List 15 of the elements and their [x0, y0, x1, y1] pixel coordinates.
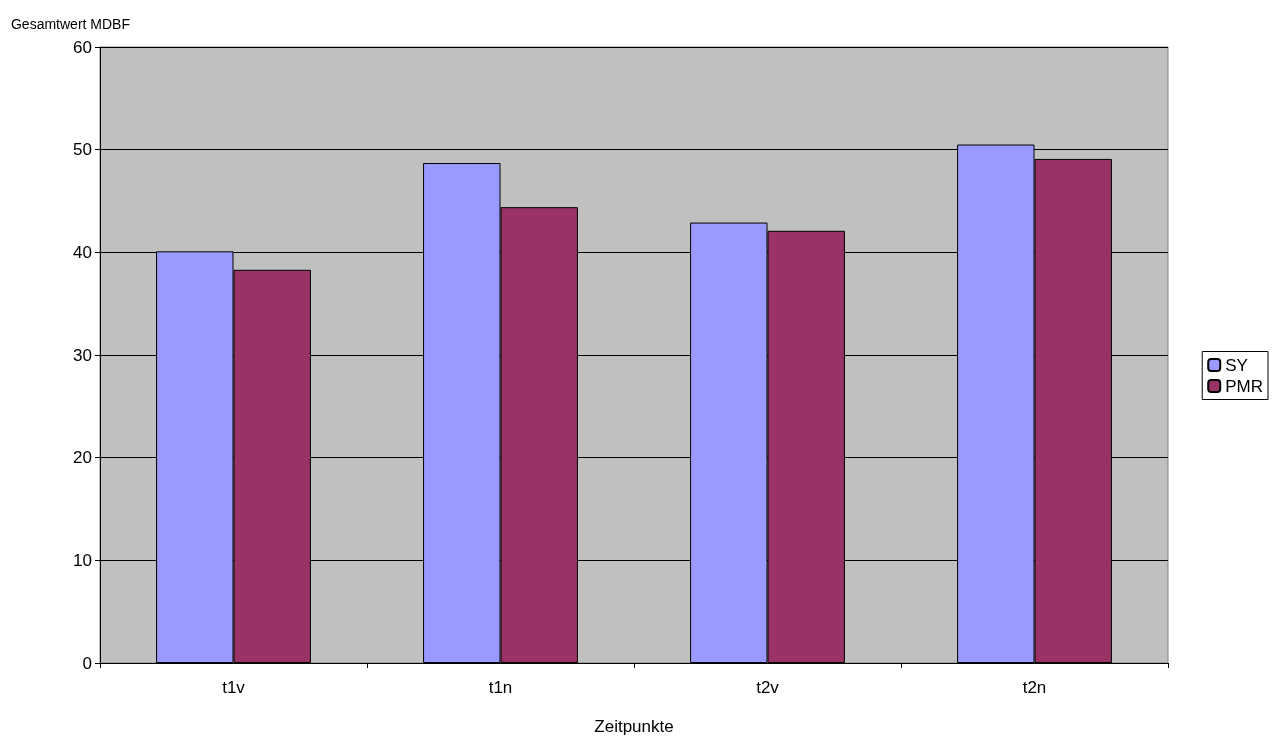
x-axis-title: Zeitpunkte	[594, 717, 674, 736]
x-tick-label: t2v	[756, 678, 780, 697]
x-tick-label: t1n	[488, 678, 513, 697]
y-axis-title: Gesamtwert MDBF	[10, 16, 130, 32]
y-tick-label: 50	[73, 140, 92, 160]
y-tick-label: 30	[73, 345, 92, 365]
y-tick-label: 40	[73, 242, 92, 262]
y-tick-label: 60	[73, 37, 92, 57]
x-tick-label: t2n	[1022, 678, 1047, 697]
y-tick-label: 0	[82, 653, 92, 673]
y-tick-label: 20	[73, 448, 92, 468]
legend-label: SY	[1225, 355, 1248, 375]
legend-label: PMR	[1225, 376, 1263, 396]
y-tick-label: 10	[73, 550, 92, 570]
x-tick-label: t1v	[222, 678, 246, 697]
